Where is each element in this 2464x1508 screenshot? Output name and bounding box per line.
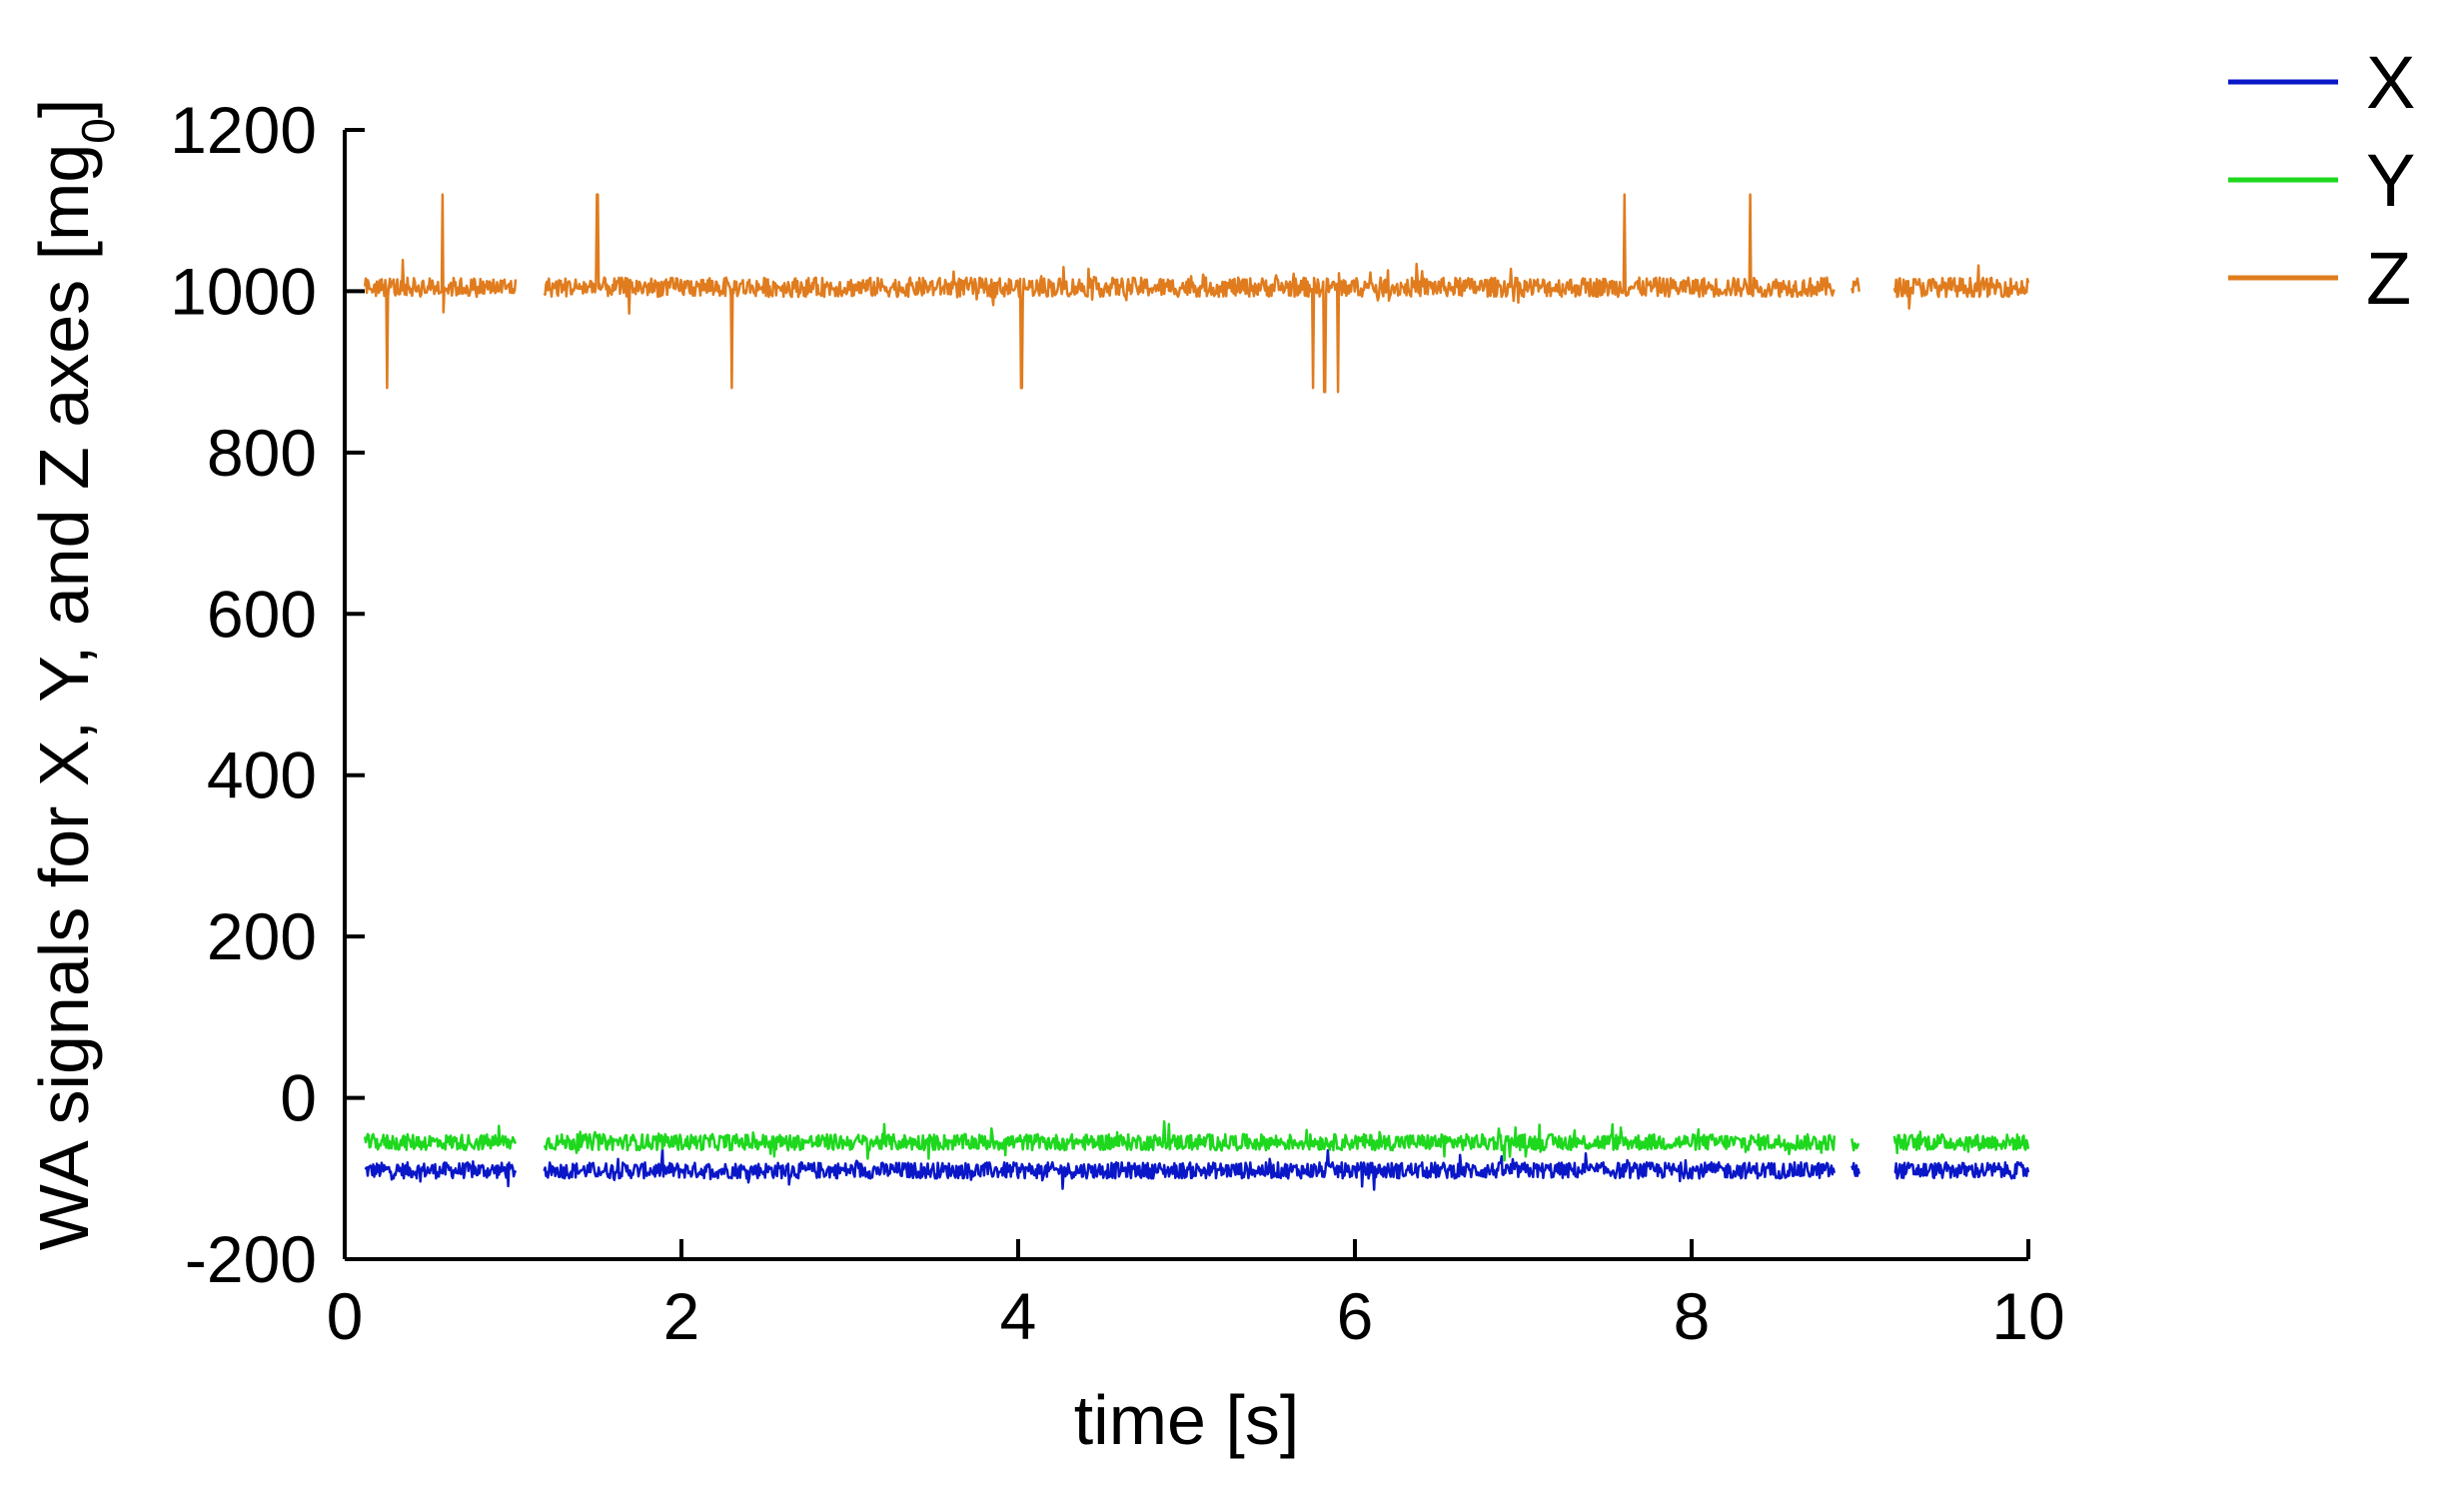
y-axis-label-subscript: 0	[72, 118, 124, 144]
y-tick-label: 0	[280, 1061, 317, 1135]
legend: XYZ	[2228, 41, 2415, 320]
legend-label-x: X	[2366, 41, 2415, 124]
y-tick-label: -200	[185, 1222, 317, 1296]
series-group	[363, 193, 2030, 1191]
y-tick-label: 800	[207, 416, 317, 490]
x-tick-label: 0	[327, 1279, 364, 1353]
x-tick-label: 10	[1991, 1279, 2064, 1353]
y-axis-label: WA signals for X, Y, and Z axes [mg0]	[25, 99, 124, 1251]
x-tick-label: 6	[1337, 1279, 1374, 1353]
y-axis-label-close: ]	[25, 99, 103, 118]
y-tick-label: 1200	[170, 93, 317, 167]
legend-label-z: Z	[2366, 237, 2411, 320]
x-tick-label: 4	[1000, 1279, 1037, 1353]
series-line-x	[364, 1147, 2030, 1191]
y-tick-label: 1000	[170, 254, 317, 328]
series-line-y	[363, 1120, 2030, 1162]
x-tick-label: 8	[1674, 1279, 1711, 1353]
y-axis-label-main: WA signals for X, Y, and Z axes [mg	[25, 144, 103, 1251]
x-tick-label: 2	[663, 1279, 700, 1353]
y-tick-label: 600	[207, 577, 317, 651]
legend-label-y: Y	[2366, 139, 2415, 222]
y-tick-label: 400	[207, 739, 317, 812]
y-tick-label: 200	[207, 899, 317, 973]
series-line-z	[363, 193, 2030, 394]
x-axis-label: time [s]	[1074, 1381, 1300, 1459]
